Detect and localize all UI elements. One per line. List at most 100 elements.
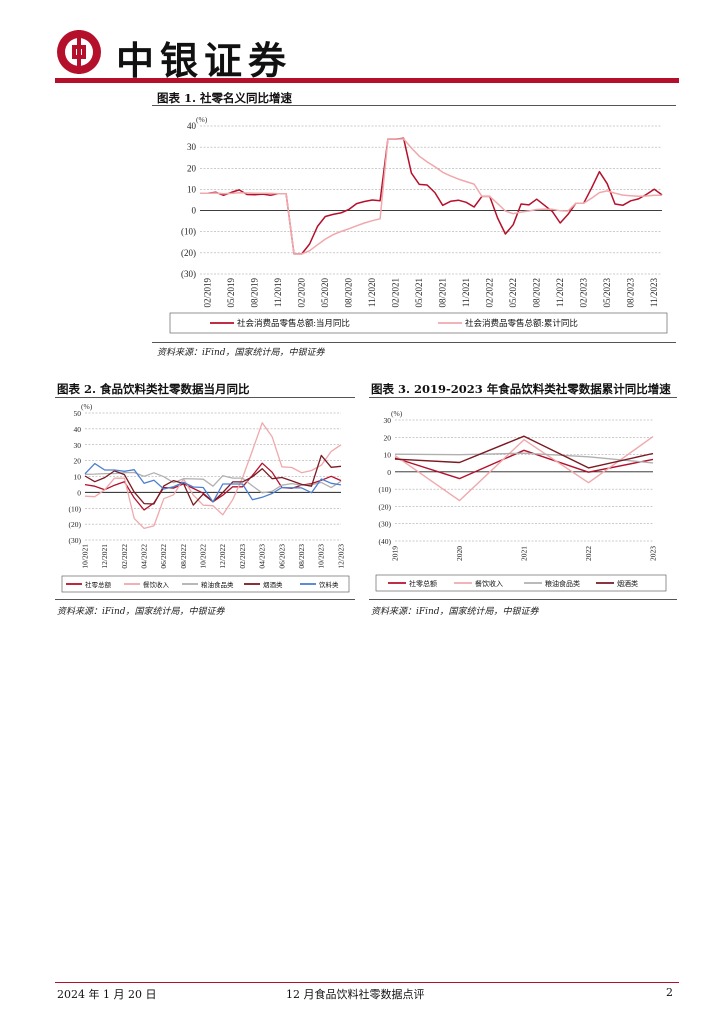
x-tick-label: 02/2022 — [120, 544, 129, 569]
y-tick-label: 30 — [74, 441, 82, 450]
chart-food-beverage-monthly-yoy: (%) (30) (20) (10) 0 10 20 30 40 50 10/2021 12/2021… — [61, 402, 350, 593]
y-tick-label: 10 — [187, 184, 197, 194]
y-axis-unit: (%) — [196, 115, 208, 124]
legend-label: 餐饮收入 — [475, 579, 503, 588]
y-tick-label: (20) — [181, 248, 196, 258]
series-line-3 — [394, 452, 654, 464]
x-tick-label: 12/2022 — [218, 544, 227, 569]
x-tick-label: 12/2021 — [100, 544, 109, 569]
y-tick-label: 0 — [77, 488, 81, 497]
series-line-4 — [394, 435, 654, 469]
series-line-2 — [394, 436, 654, 502]
x-tick-label: 10/2023 — [317, 544, 326, 569]
x-tick-label: 08/2021 — [438, 278, 448, 308]
brand-logo — [55, 28, 103, 76]
series-line-5 — [84, 462, 342, 503]
y-tick-label: 30 — [187, 142, 197, 152]
x-tick-label: 08/2022 — [179, 544, 188, 569]
y-tick-label: (10) — [379, 485, 392, 494]
x-tick-label: 02/2023 — [579, 278, 589, 308]
series-line-3 — [84, 471, 342, 494]
figure-3-source: 资料来源：iFind，国家统计局，中银证券 — [371, 607, 539, 617]
legend-label: 社零总额 — [85, 580, 112, 589]
figure-1-title: 图表 1. 社零名义同比增速 — [157, 91, 293, 105]
x-tick-label: 11/2022 — [555, 278, 565, 307]
x-tick-label: 08/2023 — [626, 278, 636, 308]
x-tick-label: 2023 — [648, 546, 657, 561]
y-tick-label: 30 — [384, 416, 392, 425]
x-tick-label: 02/2022 — [485, 278, 495, 308]
x-tick-label: 2020 — [455, 546, 464, 561]
series-line-2 — [84, 422, 342, 530]
x-tick-label: 2019 — [390, 546, 399, 561]
y-axis-unit: (%) — [81, 402, 93, 411]
y-tick-label: (20) — [69, 520, 82, 529]
y-tick-label: 10 — [384, 451, 392, 460]
legend-box — [375, 574, 667, 592]
x-tick-label: 11/2019 — [273, 278, 283, 308]
legend-box — [169, 312, 668, 334]
y-tick-label: 40 — [187, 121, 197, 131]
figure-1-border — [152, 105, 676, 343]
x-tick-label: 08/2020 — [344, 278, 354, 308]
x-tick-label: 06/2023 — [277, 544, 286, 569]
x-tick-label: 02/2023 — [238, 544, 247, 569]
y-tick-label: 50 — [74, 409, 82, 418]
legend-label: 社会消费品零售总额:累计同比 — [465, 318, 578, 328]
legend-label: 粮油食品类 — [201, 580, 234, 589]
x-tick-label: 05/2023 — [602, 278, 612, 308]
x-tick-label: 11/2023 — [649, 278, 659, 308]
y-tick-label: 20 — [74, 457, 82, 466]
x-tick-label: 12/2023 — [336, 544, 345, 569]
y-tick-label: 10 — [74, 473, 82, 482]
figure-2-title: 图表 2. 食品饮料类社零数据当月同比 — [57, 382, 250, 396]
x-tick-label: 10/2022 — [199, 544, 208, 569]
figure-2-source: 资料来源：iFind，国家统计局，中银证券 — [57, 607, 225, 617]
y-tick-label: 20 — [187, 163, 197, 173]
y-tick-label: (30) — [379, 520, 392, 529]
brand-name: 中银证券 — [116, 38, 293, 83]
y-tick-label: (10) — [69, 504, 82, 513]
y-tick-label: 40 — [74, 425, 82, 434]
x-tick-label: 04/2023 — [258, 544, 267, 569]
x-tick-label: 2022 — [584, 546, 593, 561]
series-line-4 — [84, 454, 342, 506]
x-tick-label: 02/2021 — [391, 278, 401, 308]
legend-label: 饮料类 — [319, 580, 339, 589]
x-tick-label: 05/2021 — [414, 278, 424, 308]
figure-2-border — [55, 397, 355, 600]
x-tick-label: 11/2020 — [367, 278, 377, 308]
footer-date: 2024 年 1 月 20 日 — [57, 988, 157, 1001]
y-tick-label: (10) — [181, 227, 196, 237]
chart-food-beverage-cumulative-yoy: (%) (40) (30) (20) (10) 0 10 20 30 2019 2020 2021 20… — [375, 409, 667, 592]
figure-3-title: 图表 3. 2019-2023 年食品饮料类社零数据累计同比增速 — [371, 382, 671, 396]
x-tick-label: 05/2020 — [320, 278, 330, 308]
series-line-2 — [200, 138, 662, 255]
y-tick-label: (20) — [379, 502, 392, 511]
x-tick-label: 02/2019 — [203, 278, 213, 308]
legend-label: 餐饮收入 — [143, 580, 170, 589]
header-rule — [55, 78, 679, 83]
legend-label: 粮油食品类 — [545, 579, 580, 588]
x-tick-label: 2021 — [519, 546, 528, 561]
y-tick-label: 0 — [192, 206, 197, 216]
x-tick-label: 08/2022 — [532, 278, 542, 308]
figure-3-border — [369, 397, 677, 600]
x-tick-label: 10/2021 — [80, 544, 89, 569]
y-tick-label: (30) — [181, 269, 196, 279]
y-axis-unit: (%) — [391, 409, 403, 418]
figure-1-source: 资料来源：iFind，国家统计局，中银证券 — [157, 348, 325, 358]
y-tick-label: 0 — [387, 468, 391, 477]
x-tick-label: 05/2019 — [226, 278, 236, 308]
legend-label: 烟酒类 — [617, 579, 638, 588]
y-tick-label: (40) — [379, 537, 392, 546]
footer-page-number: 2 — [666, 986, 673, 999]
footer-doc-title: 12 月食品饮料社零数据点评 — [286, 988, 425, 1001]
x-tick-label: 05/2022 — [508, 278, 518, 308]
bank-logo-icon — [57, 30, 101, 74]
legend-label: 社会消费品零售总额:当月同比 — [237, 318, 350, 328]
x-tick-label: 11/2021 — [461, 278, 471, 307]
x-tick-label: 08/2023 — [297, 544, 306, 569]
legend-box — [61, 575, 350, 593]
chart-retail-sales-yoy: (%) (30) (20) (10) 0 10 20 30 40 02/2019 05/2019 08… — [169, 115, 668, 334]
